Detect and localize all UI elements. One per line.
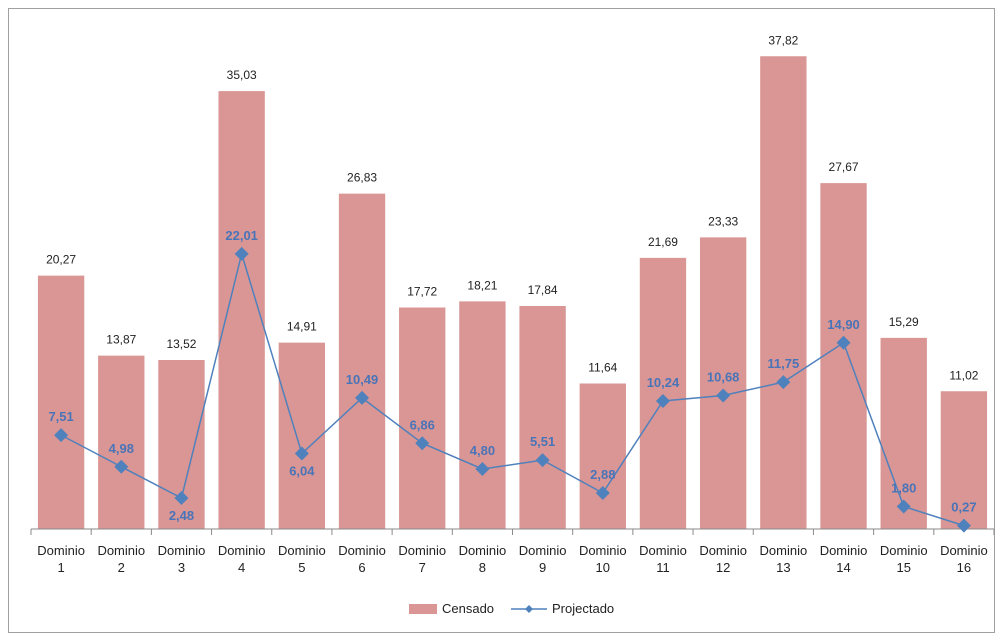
projected-line — [60, 251, 965, 527]
projected-label-8: 4,80 — [470, 443, 495, 458]
bar-censado-16 — [940, 391, 988, 529]
marker-projectado-11 — [655, 394, 670, 408]
bar-label-14: 27,67 — [829, 160, 859, 174]
legend-label-projectado: Projectado — [552, 601, 614, 616]
x-tick-label-6: Dominio 6 — [338, 543, 386, 575]
bar-censado-11 — [639, 257, 687, 529]
chart-frame: 20,27 13,87 13,52 35,03 14,91 26,83 17,72 18,21… — [8, 8, 995, 633]
x-tick-label-3: Dominio 3 — [158, 543, 206, 575]
projected-label-10: 2,88 — [590, 467, 615, 482]
bar-censado-13 — [760, 56, 807, 529]
bar-label-15: 15,29 — [889, 315, 919, 329]
bar-label-16: 11,02 — [949, 368, 978, 382]
marker-projectado-9 — [535, 453, 550, 468]
x-tick-label-7: Dominio 7 — [398, 543, 446, 575]
bar-label-8: 18,21 — [467, 278, 497, 292]
projected-label-11: 10,24 — [647, 375, 680, 390]
marker-projectado-8 — [475, 462, 490, 476]
projected-label-14: 14,90 — [827, 317, 860, 332]
marker-projectado-16 — [956, 518, 971, 533]
bar-censado-14 — [820, 183, 867, 529]
x-tick-label-12: Dominio 12 — [699, 543, 747, 575]
combo-chart: 20,27 13,87 13,52 35,03 14,91 26,83 17,72 18,21… — [30, 33, 995, 616]
x-tick-label-11: Dominio 11 — [639, 543, 687, 575]
marker-projectado-4 — [234, 246, 249, 261]
marker-projectado-14 — [836, 335, 851, 350]
projected-label-7: 6,86 — [410, 417, 435, 432]
projected-label-4: 22,01 — [225, 228, 258, 243]
marker-projectado-5 — [294, 446, 309, 461]
bar-label-2: 13,87 — [106, 333, 136, 347]
marker-projectado-6 — [355, 390, 370, 405]
marker-projectado-15 — [896, 499, 911, 514]
projected-value-labels: 7,51 4,98 2,48 22,01 6,04 10,49 6,86 4,80 5,51 2,… — [48, 228, 976, 523]
bar-label-9: 17,84 — [528, 283, 558, 297]
bar-label-11: 21,69 — [648, 235, 678, 249]
projected-label-13: 11,75 — [767, 356, 799, 371]
bar-censado-5 — [278, 342, 326, 529]
x-tick-label-14: Dominio 14 — [820, 543, 868, 575]
x-tick-label-13: Dominio 13 — [760, 543, 808, 575]
projected-label-5: 6,04 — [289, 464, 315, 479]
bar-label-5: 14,91 — [287, 320, 317, 334]
marker-projectado-3 — [174, 491, 189, 505]
bar-label-6: 26,83 — [347, 171, 377, 185]
projected-label-15: 1,80 — [891, 481, 916, 496]
bar-label-13: 37,82 — [768, 33, 798, 47]
marker-projectado-2 — [114, 459, 129, 474]
x-tick-label-1: Dominio 1 — [37, 543, 85, 575]
marker-projectado-13 — [776, 375, 791, 390]
bar-censado-15 — [880, 337, 927, 529]
marker-projectado-1 — [54, 428, 69, 443]
bar-censado-1 — [37, 275, 85, 529]
legend-label-censado: Censado — [442, 601, 494, 616]
bar-label-10: 11,64 — [588, 361, 617, 375]
projected-label-2: 4,98 — [109, 441, 134, 456]
marker-projectado-7 — [415, 436, 430, 451]
bar-label-4: 35,03 — [227, 68, 257, 82]
x-tick-label-5: Dominio 5 — [278, 543, 326, 575]
bar-label-1: 20,27 — [46, 253, 76, 267]
projected-label-1: 7,51 — [48, 409, 73, 424]
bar-label-7: 17,72 — [407, 285, 437, 299]
x-axis-tick-labels: Dominio 1 Dominio 2 Dominio 3 Dominio 4 Dominio 5… — [37, 543, 988, 575]
bar-censado-2 — [98, 355, 145, 529]
x-tick-label-9: Dominio 9 — [519, 543, 567, 575]
projected-label-6: 10,49 — [346, 372, 379, 387]
bar-censado-9 — [519, 306, 566, 529]
legend-swatch-projectado-marker — [525, 605, 533, 613]
marker-projectado-10 — [595, 486, 610, 500]
bar-censado-4 — [218, 91, 265, 529]
x-tick-label-16: Dominio 16 — [940, 543, 988, 575]
bar-censado-6 — [338, 193, 386, 529]
x-axis-ticks — [30, 529, 995, 535]
x-tick-label-2: Dominio 2 — [97, 543, 145, 575]
bar-label-12: 23,33 — [708, 214, 738, 228]
projected-markers — [54, 246, 971, 533]
x-tick-label-15: Dominio 15 — [880, 543, 928, 575]
x-tick-label-8: Dominio 8 — [459, 543, 507, 575]
bar-censado-8 — [459, 301, 506, 529]
projected-label-12: 10,68 — [707, 370, 740, 385]
bar-censado-12 — [699, 237, 747, 529]
x-tick-label-10: Dominio 10 — [579, 543, 627, 575]
projected-label-9: 5,51 — [530, 434, 555, 449]
legend: Censado Projectado — [409, 601, 614, 616]
bar-series — [37, 56, 988, 529]
projected-label-16: 0,27 — [951, 500, 976, 515]
bar-label-3: 13,52 — [166, 337, 196, 351]
marker-projectado-12 — [716, 388, 731, 403]
x-tick-label-4: Dominio 4 — [218, 543, 266, 575]
legend-swatch-censado — [409, 604, 437, 614]
projected-label-3: 2,48 — [169, 508, 194, 523]
bar-censado-7 — [399, 307, 446, 529]
bar-censado-10 — [579, 383, 626, 529]
bar-value-labels: 20,27 13,87 13,52 35,03 14,91 26,83 17,72 18,21… — [46, 33, 979, 382]
